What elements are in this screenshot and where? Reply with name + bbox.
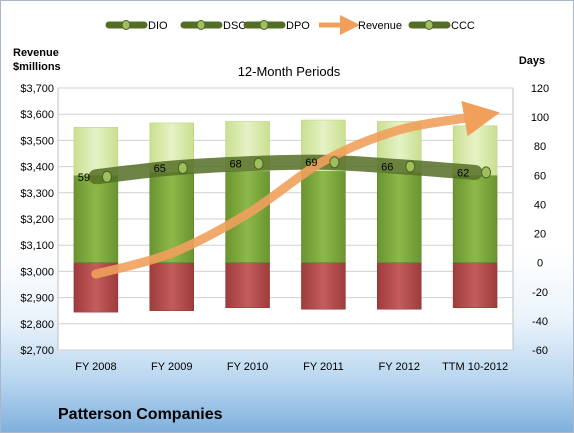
revenue-arrow-line <box>91 100 500 279</box>
left-tick-label: $3,100 <box>20 240 54 252</box>
bar-dio <box>301 170 346 263</box>
ccc-point <box>481 166 492 179</box>
right-tick-label: 20 <box>534 229 546 241</box>
company-name: Patterson Companies <box>58 406 223 423</box>
chart-title: 12-Month Periods <box>238 64 341 79</box>
right-tick-label: -20 <box>532 287 548 299</box>
bar-dpo <box>452 262 498 309</box>
legend-label: DIO <box>148 20 168 32</box>
bar-dio <box>452 175 498 263</box>
ccc-point <box>101 170 112 183</box>
left-tick-label: $2,700 <box>20 345 54 357</box>
ccc-point <box>177 162 188 175</box>
legend-label: DSO <box>223 20 247 32</box>
bar-dpo <box>301 262 346 310</box>
ccc-point <box>253 157 264 170</box>
legend-label: CCC <box>451 20 475 32</box>
right-tick-label: 100 <box>531 112 549 124</box>
category-label: FY 2009 <box>151 361 192 373</box>
ccc-data-label: 65 <box>154 163 166 175</box>
left-axis-label: Revenue <box>13 47 59 59</box>
right-axis-label: Days <box>519 55 545 67</box>
left-tick-label: $2,800 <box>20 319 54 331</box>
ccc-data-label: 62 <box>457 167 469 179</box>
right-tick-label: 40 <box>534 199 546 211</box>
right-tick-label: 80 <box>534 141 546 153</box>
category-label: FY 2008 <box>75 361 116 373</box>
bar-dpo <box>225 262 270 309</box>
left-tick-label: $3,400 <box>20 162 54 174</box>
legend-swatch-ccc-marker <box>196 20 206 30</box>
right-tick-label: 0 <box>537 258 543 270</box>
ccc-point <box>329 156 340 169</box>
right-tick-label: 60 <box>534 170 546 182</box>
left-axis-label: $millions <box>13 61 61 73</box>
left-tick-label: $3,500 <box>20 135 54 147</box>
legend-swatch-ccc-marker <box>259 20 269 30</box>
category-label: FY 2010 <box>227 361 268 373</box>
left-tick-label: $3,600 <box>20 109 54 121</box>
category-label: FY 2011 <box>303 361 344 373</box>
ccc-point <box>405 160 416 173</box>
legend-swatch-ccc-marker <box>121 20 131 30</box>
bar-dio <box>377 172 422 263</box>
bar-dpo <box>377 262 422 310</box>
bar-dpo <box>149 262 194 311</box>
category-label: TTM 10-2012 <box>442 361 508 373</box>
legend-label: Revenue <box>358 20 402 32</box>
left-tick-label: $3,700 <box>20 83 54 95</box>
bar-dso <box>73 127 119 176</box>
bar-dio <box>73 175 119 263</box>
ccc-data-label: 59 <box>78 172 90 184</box>
right-tick-label: 120 <box>531 83 549 95</box>
left-tick-label: $3,000 <box>20 266 54 278</box>
ccc-data-label: 68 <box>229 159 241 171</box>
ccc-data-label: 66 <box>381 162 393 174</box>
left-tick-label: $2,900 <box>20 293 54 305</box>
legend-label: DPO <box>286 20 310 32</box>
category-label: FY 2012 <box>379 361 420 373</box>
left-tick-label: $3,200 <box>20 214 54 226</box>
right-tick-label: -60 <box>532 345 548 357</box>
right-tick-label: -40 <box>532 316 548 328</box>
left-tick-label: $3,300 <box>20 188 54 200</box>
legend-swatch-ccc-marker <box>424 20 434 30</box>
ccc-data-label: 69 <box>305 157 317 169</box>
